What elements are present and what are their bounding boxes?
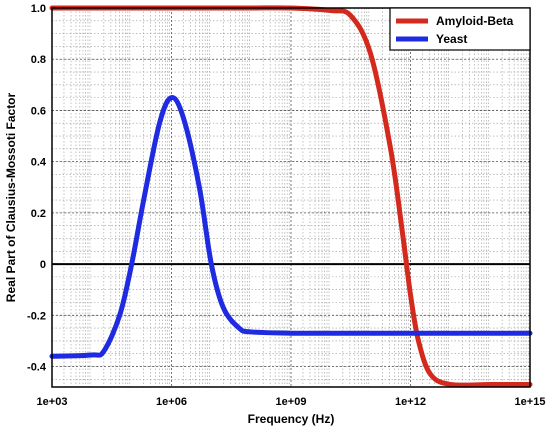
series-line-yeast — [49, 95, 533, 359]
x-tick-label: 1e+09 — [276, 396, 307, 408]
y-tick-label: 0 — [40, 259, 46, 271]
y-tick-labels: 1.0 0.8 0.6 0.4 0.2 0 -0.2 -0.4 — [27, 3, 47, 374]
y-tick-label: 1.0 — [31, 3, 46, 15]
y-tick-label: 0.4 — [31, 157, 47, 169]
legend-box — [389, 7, 531, 51]
x-tick-label: 1e+15 — [515, 396, 546, 408]
major-grid — [51, 7, 531, 387]
legend-label-amyloid-beta: Amyloid-Beta — [436, 14, 514, 28]
y-tick-label: -0.2 — [27, 310, 46, 322]
legend-label-yeast: Yeast — [436, 32, 467, 46]
y-tick-label: 0.6 — [31, 105, 46, 117]
y-tick-label: 0.2 — [31, 208, 46, 220]
x-tick-label: 1e+03 — [37, 396, 68, 408]
legend: Amyloid-Beta Yeast — [389, 7, 531, 51]
y-tick-label: 0.8 — [31, 54, 46, 66]
x-tick-label: 1e+06 — [156, 396, 187, 408]
y-tick-label: -0.4 — [27, 362, 47, 374]
x-axis-title: Frequency (Hz) — [248, 412, 335, 426]
minor-grid — [52, 7, 530, 387]
y-axis-title: Real Part of Clausius-Mossoti Factor — [4, 92, 18, 302]
x-tick-label: 1e+12 — [395, 396, 426, 408]
plot-frame — [51, 7, 531, 388]
x-tick-labels: 1e+03 1e+06 1e+09 1e+12 1e+15 — [37, 396, 546, 408]
